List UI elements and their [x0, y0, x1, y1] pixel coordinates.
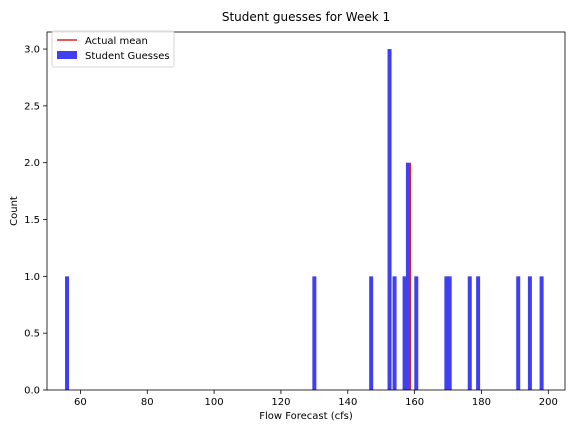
x-tick-label: 180 — [472, 397, 491, 408]
legend: Actual mean Student Guesses — [52, 31, 174, 67]
x-axis-ticks: 60 80 100 120 140 160 180 200 — [74, 390, 558, 408]
histogram-bar — [369, 276, 373, 390]
histogram-bar — [476, 276, 480, 390]
x-axis-label: Flow Forecast (cfs) — [259, 411, 353, 422]
legend-label-student-guesses: Student Guesses — [85, 51, 170, 62]
x-tick-label: 80 — [141, 397, 154, 408]
x-tick-label: 140 — [338, 397, 357, 408]
x-tick-label: 60 — [74, 397, 87, 408]
x-tick-label: 100 — [205, 397, 224, 408]
y-tick-label: 2.0 — [24, 158, 40, 169]
x-tick-label: 160 — [405, 397, 424, 408]
histogram-bar — [312, 276, 316, 390]
histogram-bar — [414, 276, 418, 390]
legend-bar-swatch — [57, 51, 77, 59]
y-tick-label: 0.5 — [24, 329, 40, 340]
y-tick-label: 1.0 — [24, 272, 40, 283]
plot-frame — [47, 32, 565, 390]
y-tick-label: 3.0 — [24, 45, 40, 56]
chart-title: Student guesses for Week 1 — [222, 10, 390, 24]
histogram-bar — [65, 276, 69, 390]
y-axis-label: Count — [9, 196, 20, 226]
y-tick-label: 2.5 — [24, 101, 40, 112]
y-tick-label: 0.0 — [24, 386, 40, 397]
histogram-bar — [406, 163, 410, 390]
histogram-bar — [448, 276, 452, 390]
histogram-bar — [388, 49, 392, 390]
histogram-bar — [516, 276, 520, 390]
legend-label-actual-mean: Actual mean — [85, 36, 148, 47]
x-tick-label: 120 — [271, 397, 290, 408]
y-axis-ticks: 0.0 0.5 1.0 1.5 2.0 2.5 3.0 — [24, 45, 47, 397]
y-tick-label: 1.5 — [24, 215, 40, 226]
x-tick-label: 200 — [539, 397, 558, 408]
histogram-bar — [528, 276, 532, 390]
histogram-bar — [393, 276, 397, 390]
histogram-bar — [468, 276, 472, 390]
bars-group — [65, 49, 544, 390]
histogram-bar — [540, 276, 544, 390]
